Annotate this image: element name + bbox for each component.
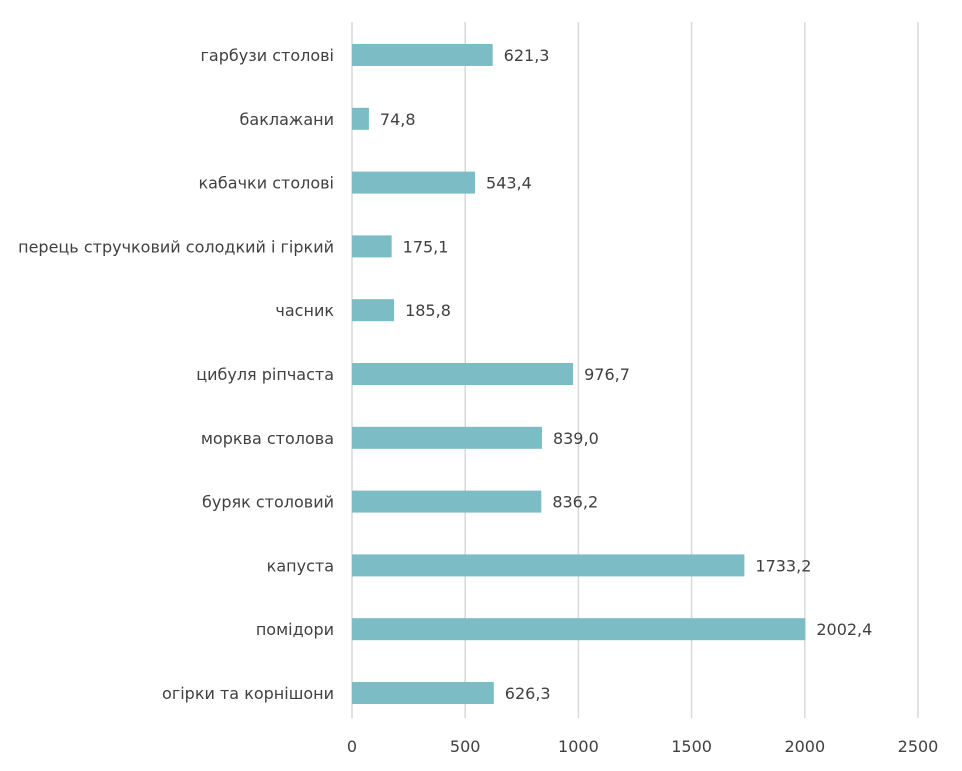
value-labels: 621,3 74,8 543,4 175,1 185,8 976,7 839,0 836,2 1… xyxy=(380,46,872,703)
value-label-9: 2002,4 xyxy=(816,620,872,639)
bar-10 xyxy=(352,682,494,704)
category-label-1: баклажани xyxy=(240,110,334,129)
x-tick-label-2500: 2500 xyxy=(898,737,939,756)
bar-7 xyxy=(352,490,542,513)
bar-0 xyxy=(352,44,493,66)
bar-1 xyxy=(352,107,369,130)
x-tick-label-0: 0 xyxy=(347,737,357,756)
bar-3 xyxy=(352,235,392,258)
value-label-8: 1733,2 xyxy=(755,556,811,575)
bar-9 xyxy=(352,618,806,641)
bar-6 xyxy=(352,426,542,449)
x-tick-label-1500: 1500 xyxy=(671,737,712,756)
category-label-3: перець стручковий солодкий і гіркий xyxy=(18,237,334,256)
bars xyxy=(352,44,806,704)
category-label-5: цибуля ріпчаста xyxy=(196,365,334,384)
category-label-8: капуста xyxy=(267,556,334,575)
value-label-4: 185,8 xyxy=(405,301,451,320)
category-label-9: помідори xyxy=(256,620,334,639)
value-label-3: 175,1 xyxy=(403,237,449,256)
category-labels: гарбузи столові баклажани кабачки столові п… xyxy=(18,46,334,703)
category-label-0: гарбузи столові xyxy=(201,46,335,65)
value-label-1: 74,8 xyxy=(380,110,416,129)
bar-2 xyxy=(352,171,476,194)
value-label-6: 839,0 xyxy=(553,429,599,448)
bar-4 xyxy=(352,299,395,322)
x-tick-label-1000: 1000 xyxy=(558,737,599,756)
value-label-10: 626,3 xyxy=(505,684,551,703)
x-tick-label-500: 500 xyxy=(450,737,481,756)
category-label-2: кабачки столові xyxy=(198,174,334,193)
grid-lines xyxy=(351,22,919,718)
category-label-10: огірки та корнішони xyxy=(162,684,334,703)
value-label-0: 621,3 xyxy=(504,46,550,65)
category-label-4: часник xyxy=(275,301,334,320)
category-label-6: морква столова xyxy=(201,429,334,448)
bar-5 xyxy=(352,363,574,385)
x-tick-label-2000: 2000 xyxy=(784,737,825,756)
bar-8 xyxy=(352,554,745,577)
category-label-7: буряк столовий xyxy=(202,493,334,512)
x-axis-tick-labels: 0 500 1000 1500 2000 2500 xyxy=(347,737,938,756)
value-label-2: 543,4 xyxy=(486,174,532,193)
value-label-5: 976,7 xyxy=(584,365,630,384)
value-label-7: 836,2 xyxy=(552,493,598,512)
